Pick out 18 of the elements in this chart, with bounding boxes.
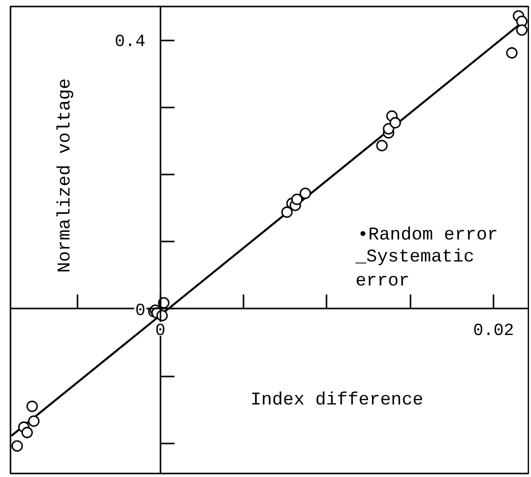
point — [26, 400, 38, 412]
point — [291, 194, 303, 206]
point — [390, 117, 401, 128]
annotation: •Random error — [358, 226, 498, 246]
point — [300, 188, 312, 199]
point — [28, 415, 40, 427]
point — [376, 140, 388, 152]
point — [506, 47, 518, 59]
annotation: _Systematic error — [354, 248, 474, 292]
point — [281, 206, 293, 218]
y-tick-label: 0.4 — [114, 33, 146, 52]
point — [382, 123, 394, 134]
point — [516, 24, 528, 36]
point — [11, 440, 23, 452]
x-axis-title: Index difference — [250, 390, 424, 410]
point — [21, 426, 33, 438]
x-tick-label: 0.02 — [473, 322, 514, 341]
y-axis-title: Normalized voltage — [56, 78, 76, 273]
